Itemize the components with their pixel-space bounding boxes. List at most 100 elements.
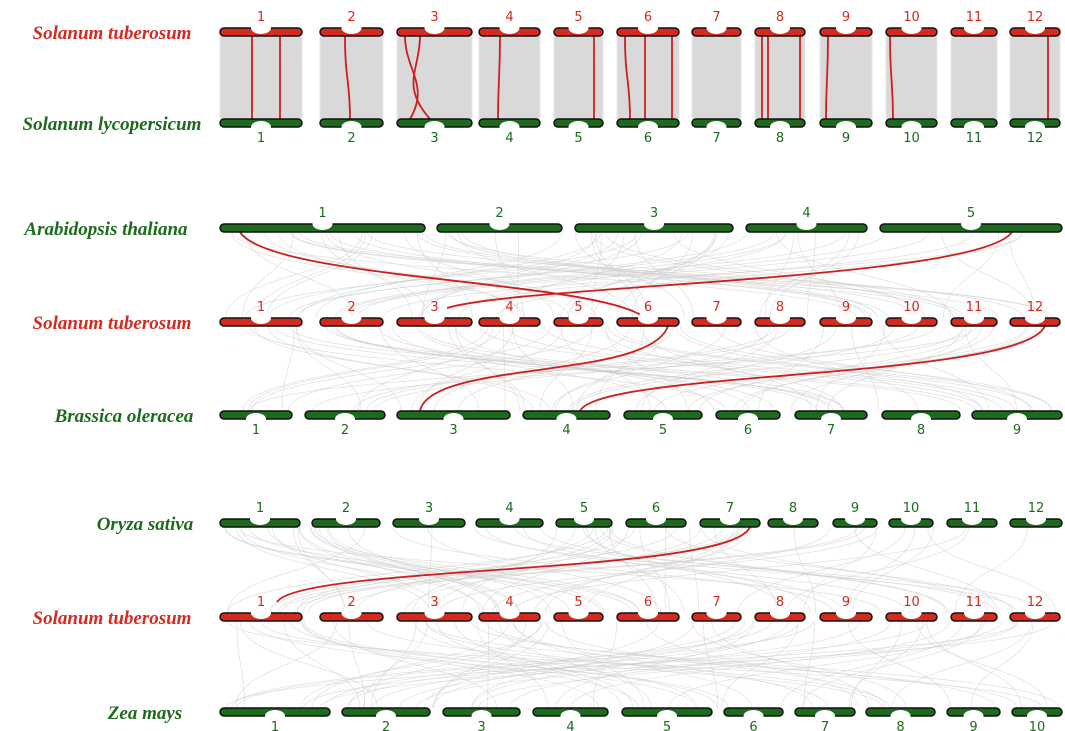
synteny-link [509, 620, 891, 709]
synteny-link [437, 526, 878, 614]
chromosome-label: 3 [430, 595, 438, 610]
synteny-link [338, 231, 413, 319]
chromosome-label: 10 [903, 501, 920, 516]
synteny-link [244, 231, 689, 319]
synteny-link [433, 325, 631, 412]
centromere [499, 312, 520, 324]
chromosome-label: 6 [644, 10, 652, 25]
highlight-link [446, 231, 1013, 309]
chromosome-label: 4 [566, 720, 574, 731]
synteny-link [494, 231, 524, 319]
centromere [961, 218, 981, 230]
synteny-link [300, 620, 543, 709]
centromere [836, 121, 856, 133]
chromosome-label: 7 [726, 501, 734, 516]
synteny-link [498, 620, 652, 709]
centromere [964, 607, 984, 619]
synteny-link [926, 620, 1022, 709]
synteny-link [236, 620, 814, 709]
synteny-link [803, 620, 815, 709]
synteny-band [219, 35, 303, 120]
synteny-link [455, 325, 520, 412]
synteny-link [399, 620, 861, 709]
chromosome-label: 1 [257, 595, 265, 610]
chromosome-label: 7 [827, 423, 835, 438]
centromere [770, 312, 790, 324]
centromere [341, 121, 362, 133]
synteny-link [240, 526, 485, 614]
chromosome-label: 11 [964, 501, 981, 516]
centromere [770, 607, 790, 619]
synteny-link [646, 620, 859, 709]
synteny-link [715, 325, 1031, 412]
synteny-link [455, 325, 715, 412]
chromosome-label: 8 [917, 423, 925, 438]
chromosome-label: 2 [341, 423, 349, 438]
synteny-link [594, 526, 685, 614]
synteny-link [392, 526, 834, 614]
centromere [738, 413, 758, 425]
synteny-link [848, 620, 923, 709]
chromosome-label: 11 [966, 595, 983, 610]
chromosome-label: 12 [1027, 131, 1044, 146]
synteny-link [807, 231, 816, 319]
chromosome-label: 12 [1027, 595, 1044, 610]
centromere [443, 413, 464, 425]
synteny-link [247, 325, 502, 412]
centromere [836, 22, 856, 34]
centromere [499, 22, 520, 34]
chromosome-label: 2 [347, 131, 355, 146]
synteny-link [230, 231, 526, 319]
chromosome-label: 6 [644, 595, 652, 610]
chromosome-label: 3 [449, 423, 457, 438]
centromere [1025, 22, 1045, 34]
synteny-link [255, 231, 367, 319]
synteny-link [420, 231, 642, 319]
synteny-link [631, 231, 694, 319]
synteny-link [334, 325, 818, 412]
chromosome-label: 12 [1027, 300, 1044, 315]
centromere [836, 312, 856, 324]
centromere [568, 312, 589, 324]
highlight-link [825, 35, 829, 120]
synteny-link [312, 325, 978, 412]
synteny-link [235, 620, 338, 709]
centromere [251, 22, 271, 34]
synteny-link [268, 231, 638, 319]
synteny-link [609, 526, 949, 614]
synteny-link [315, 231, 563, 319]
synteny-link [487, 620, 490, 709]
chromosome-label: 5 [659, 423, 667, 438]
synteny-link [691, 620, 906, 709]
centromere [560, 710, 581, 722]
synteny-link [298, 526, 481, 614]
synteny-link [249, 620, 697, 709]
synteny-link [891, 620, 1032, 709]
chromosome-label: 6 [644, 131, 652, 146]
synteny-link [592, 620, 618, 709]
synteny-band [616, 35, 680, 120]
centromere [836, 607, 856, 619]
synteny-link [363, 620, 428, 709]
centromere [341, 22, 362, 34]
centromere [901, 607, 922, 619]
chromosome-label: 7 [712, 131, 720, 146]
species-label: Brassica oleracea [54, 406, 194, 427]
chromosome-label: 8 [776, 131, 784, 146]
chromosome-label: 3 [430, 10, 438, 25]
synteny-link [277, 526, 740, 614]
centromere [638, 121, 658, 133]
centromere [796, 218, 817, 230]
synteny-link [287, 325, 593, 412]
synteny-link [555, 620, 755, 709]
centromere [251, 607, 271, 619]
highlight-link [412, 35, 431, 120]
synteny-link [280, 526, 858, 614]
synteny-link [333, 620, 498, 709]
chromosome-label: 6 [744, 423, 752, 438]
centromere [419, 513, 439, 525]
synteny-link [297, 526, 344, 614]
chromosome-label: 8 [776, 300, 784, 315]
synteny-link [346, 620, 754, 709]
synteny-link [582, 526, 811, 614]
